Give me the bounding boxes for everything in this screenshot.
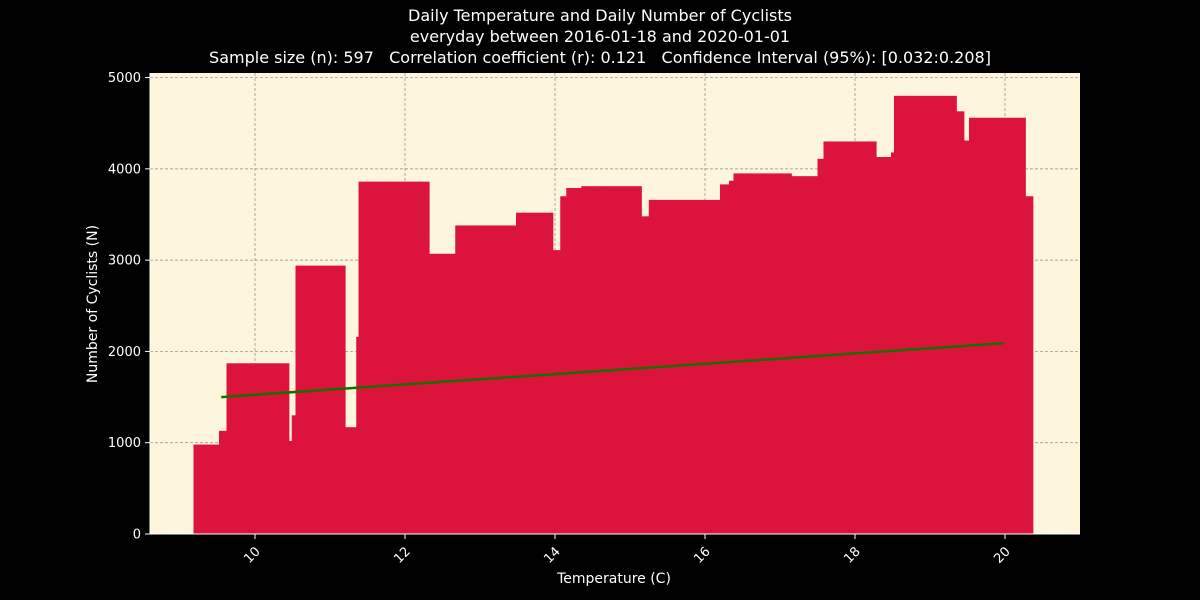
bar [750,173,792,535]
bar [219,430,228,534]
bar [876,156,892,534]
y-tick-label: 5000 [108,71,141,86]
chart-subtitle: everyday between 2016-01-18 and 2020-01-… [409,27,791,46]
x-tick-label: 14 [541,544,563,566]
bar [384,181,430,534]
bar [358,181,372,534]
bar [741,173,751,535]
trend-line-segment [221,341,1004,399]
y-tick-label: 2000 [108,345,141,360]
bar [963,140,970,534]
y-tick-label: 4000 [108,162,141,177]
bar [720,184,730,534]
bar [193,444,220,534]
bar [687,199,721,535]
bar [817,158,825,534]
x-tick-label: 20 [991,544,1013,566]
bar [981,117,1026,535]
bar [226,363,252,534]
chart-stats-line: Sample size (n): 597 Correlation coeffic… [209,48,991,67]
bar [891,152,895,534]
x-axis-label: Temperature (C) [556,571,671,587]
bar [826,141,877,535]
bar [371,181,386,534]
y-tick-label: 0 [133,528,141,543]
cyclist-count-bars [193,95,1034,535]
bar [552,250,561,534]
bar [1025,196,1034,535]
bar [300,265,346,534]
trend-line [221,341,1004,399]
y-tick-label: 1000 [108,436,141,451]
bar [641,216,650,534]
bar [905,95,957,535]
bar [894,95,906,535]
bar [733,173,742,535]
bar [295,265,301,534]
bar [345,427,357,534]
y-tick-label: 3000 [108,254,141,269]
bar [429,253,456,534]
bar [588,186,601,534]
bar [288,440,293,534]
x-tick-label: 10 [241,544,263,566]
bar [729,180,735,534]
bar [291,415,297,534]
bar [581,186,590,534]
y-axis-label: Number of Cyclists (N) [85,225,101,383]
bar [560,196,567,535]
bar [251,363,290,534]
bar [969,117,982,535]
bar [600,186,642,534]
bar [956,111,965,535]
bar [516,212,554,534]
x-tick-label: 12 [391,544,413,566]
bar [356,336,360,534]
chart-title: Daily Temperature and Daily Number of Cy… [408,6,792,25]
bar [566,188,573,534]
x-tick-label: 18 [841,544,863,566]
bar [572,188,582,534]
x-tick-label: 16 [691,544,713,566]
bar [823,141,828,535]
